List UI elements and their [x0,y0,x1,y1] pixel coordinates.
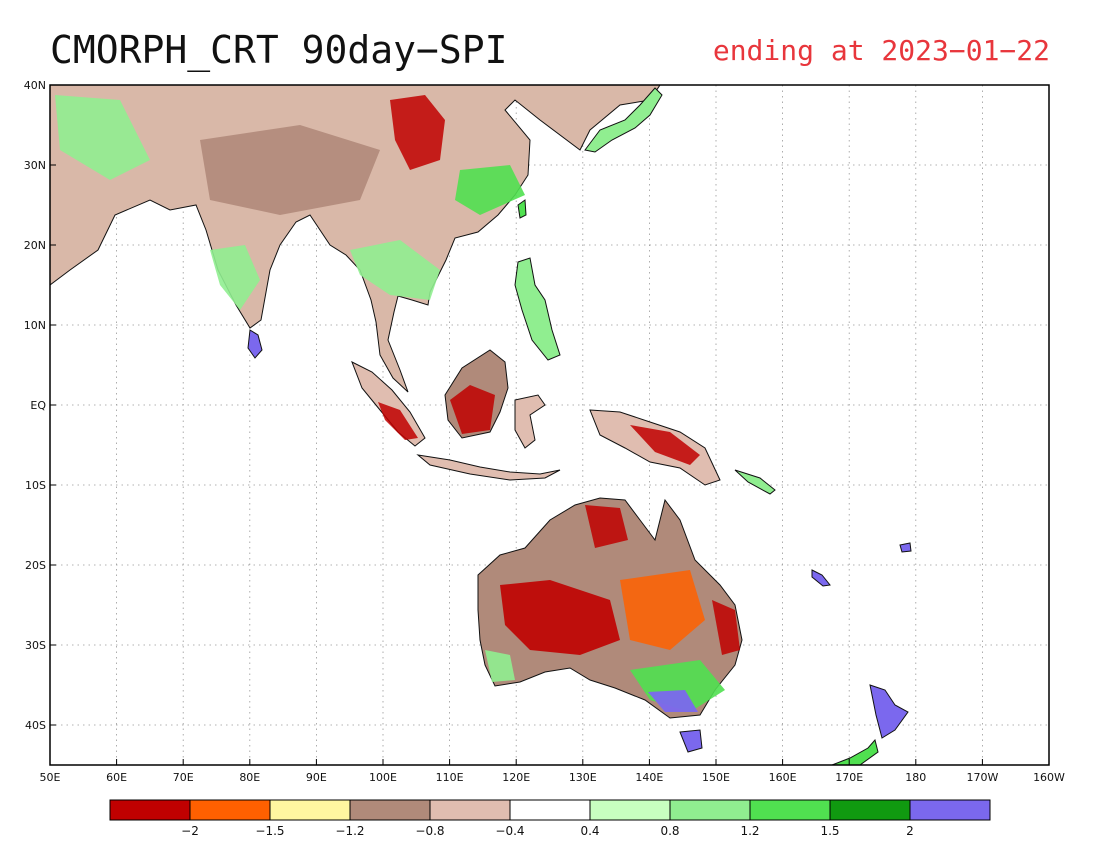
lon-tick-label: 160E [769,771,797,784]
patch-australia-north-dry [585,505,628,548]
patch-queensland-dry [712,600,740,655]
longitude-axis: 50E 60E 70E 80E 90E 100E 110E 120E 130E 140E 150E 1… [40,759,1065,784]
land-japan [584,87,663,153]
lon-tick-label: 60E [106,771,127,784]
land-new-zealand-south [831,738,879,765]
map-frame [49,84,1050,766]
lon-tick-label: 140E [635,771,663,784]
colorbar-swatch [669,799,751,821]
land-tasmania [679,729,703,753]
land-sri-lanka [247,329,263,359]
lat-tick-label: 10S [25,479,46,492]
land-asia [50,85,661,393]
lat-tick-label: 10N [24,319,46,332]
patch-sumatra-dry [378,402,418,440]
colorbar-swatch [349,799,431,821]
lon-tick-label: 170E [835,771,863,784]
lon-tick-label: 170W [966,771,998,784]
colorbar-swatch [109,799,191,821]
colorbar-label: 1.2 [740,824,759,838]
land-java [416,454,561,481]
lon-tick-label: 50E [40,771,61,784]
patch-china-wet [455,165,525,215]
lat-tick-label: 20S [25,559,46,572]
colorbar-swatch [909,799,991,821]
patch-tibet-mix [200,125,380,215]
colorbar-swatch [189,799,271,821]
colorbar-label: −1.5 [255,824,284,838]
lat-tick-label: 40S [25,719,46,732]
latitude-axis: 40N 30N 20N 10N EQ 10S 20S 30S 40S [24,79,56,732]
colorbar: −2 −1.5 −1.2 −0.8 −0.4 0.4 0.8 1.2 1.5 2 [109,799,991,838]
patch-indochina [350,240,440,300]
colorbar-swatch [269,799,351,821]
lon-tick-label: 120E [502,771,530,784]
patch-china-dry [390,95,445,170]
map-title: CMORPH_CRT 90day−SPI [50,28,508,72]
patch-mideast-wet [55,95,150,180]
colorbar-swatch [829,799,911,821]
colorbar-label: −2 [181,824,199,838]
colorbar-label: −0.4 [495,824,524,838]
lat-tick-label: EQ [30,399,46,412]
lon-tick-label: 90E [306,771,327,784]
land-sulawesi [514,394,546,449]
patch-sw-australia-wet [485,650,515,682]
lat-tick-label: 40N [24,79,46,92]
colorbar-swatch [749,799,831,821]
land-new-zealand-north [869,684,909,739]
patch-png-dry [630,425,700,465]
land-new-caledonia [811,569,831,587]
patch-australia-orange [620,570,705,650]
land-taiwan [517,199,527,219]
map-subtitle: ending at 2023−01−22 [712,34,1050,67]
land-philippines [514,257,561,361]
land-fiji [899,542,912,553]
patch-australia-dry [500,580,620,655]
patch-borneo-dry [450,385,495,434]
lat-tick-label: 30S [25,639,46,652]
patch-victoria-blue [648,690,698,712]
lat-tick-label: 30N [24,159,46,172]
lon-tick-label: 80E [239,771,260,784]
lon-tick-label: 110E [436,771,464,784]
lat-tick-label: 20N [24,239,46,252]
lon-tick-label: 130E [569,771,597,784]
colorbar-swatch [589,799,671,821]
lon-tick-label: 180 [905,771,926,784]
lon-tick-label: 70E [173,771,194,784]
colorbar-label: −1.2 [335,824,364,838]
colorbar-swatch [429,799,511,821]
patch-india-wet [210,245,260,310]
patch-se-australia-wet [630,660,725,712]
spi-anomaly-patches [55,95,740,712]
colorbar-label: 0.8 [660,824,679,838]
colorbar-label: 0.4 [580,824,599,838]
colorbar-label: 2 [906,824,914,838]
lon-tick-label: 160W [1033,771,1065,784]
lon-tick-label: 150E [702,771,730,784]
colorbar-swatch [509,799,591,821]
land-solomons [734,469,776,495]
colorbar-label: −0.8 [415,824,444,838]
colorbar-label: 1.5 [820,824,839,838]
lon-tick-label: 100E [369,771,397,784]
